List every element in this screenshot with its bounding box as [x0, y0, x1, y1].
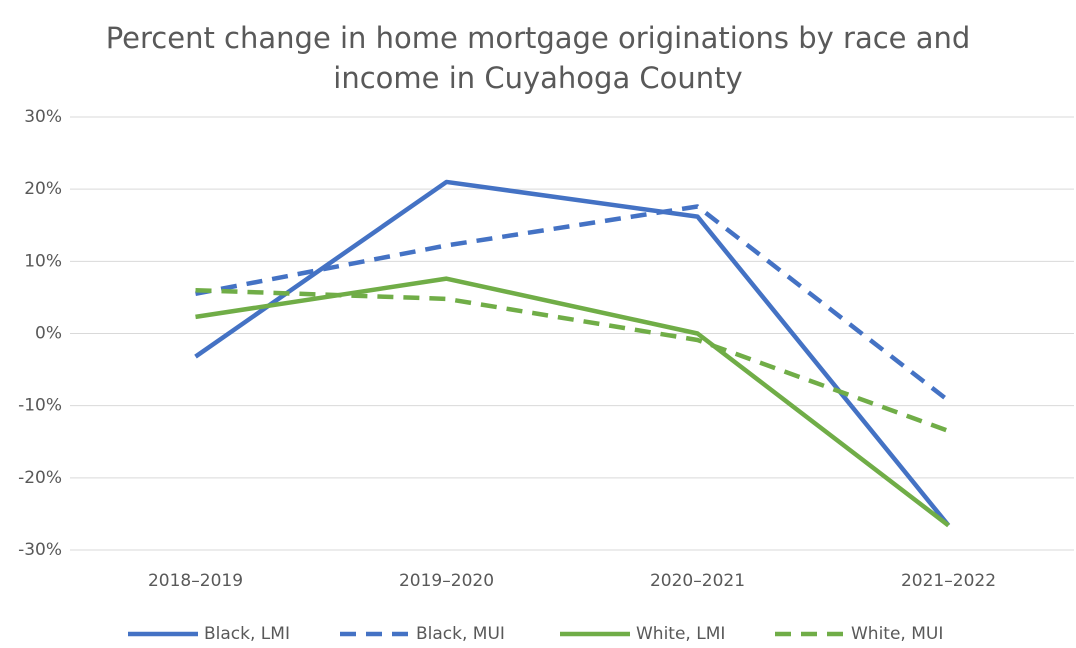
y-tick-label: 0% — [35, 324, 62, 344]
y-tick-label: 30% — [24, 107, 62, 127]
series-line — [194, 179, 951, 527]
y-tick-label: 20% — [24, 179, 62, 199]
legend-label: Black, LMI — [204, 624, 290, 644]
legend-label: White, MUI — [851, 624, 943, 644]
series-line — [195, 276, 950, 528]
y-tick-label: 10% — [24, 251, 62, 271]
series-line — [195, 204, 950, 403]
x-tick-label: 2020–2021 — [650, 571, 745, 591]
x-tick-label: 2021–2022 — [901, 571, 996, 591]
legend-label: Black, MUI — [416, 624, 505, 644]
y-tick-label: -30% — [18, 540, 62, 560]
series-line — [195, 287, 950, 434]
legend-label: White, LMI — [636, 624, 725, 644]
x-tick-label: 2019–2020 — [399, 571, 494, 591]
y-tick-label: -20% — [18, 468, 62, 488]
x-tick-label: 2018–2019 — [148, 571, 243, 591]
y-tick-label: -10% — [18, 396, 62, 416]
chart-title: Percent change in home mortgage originat… — [105, 21, 971, 95]
